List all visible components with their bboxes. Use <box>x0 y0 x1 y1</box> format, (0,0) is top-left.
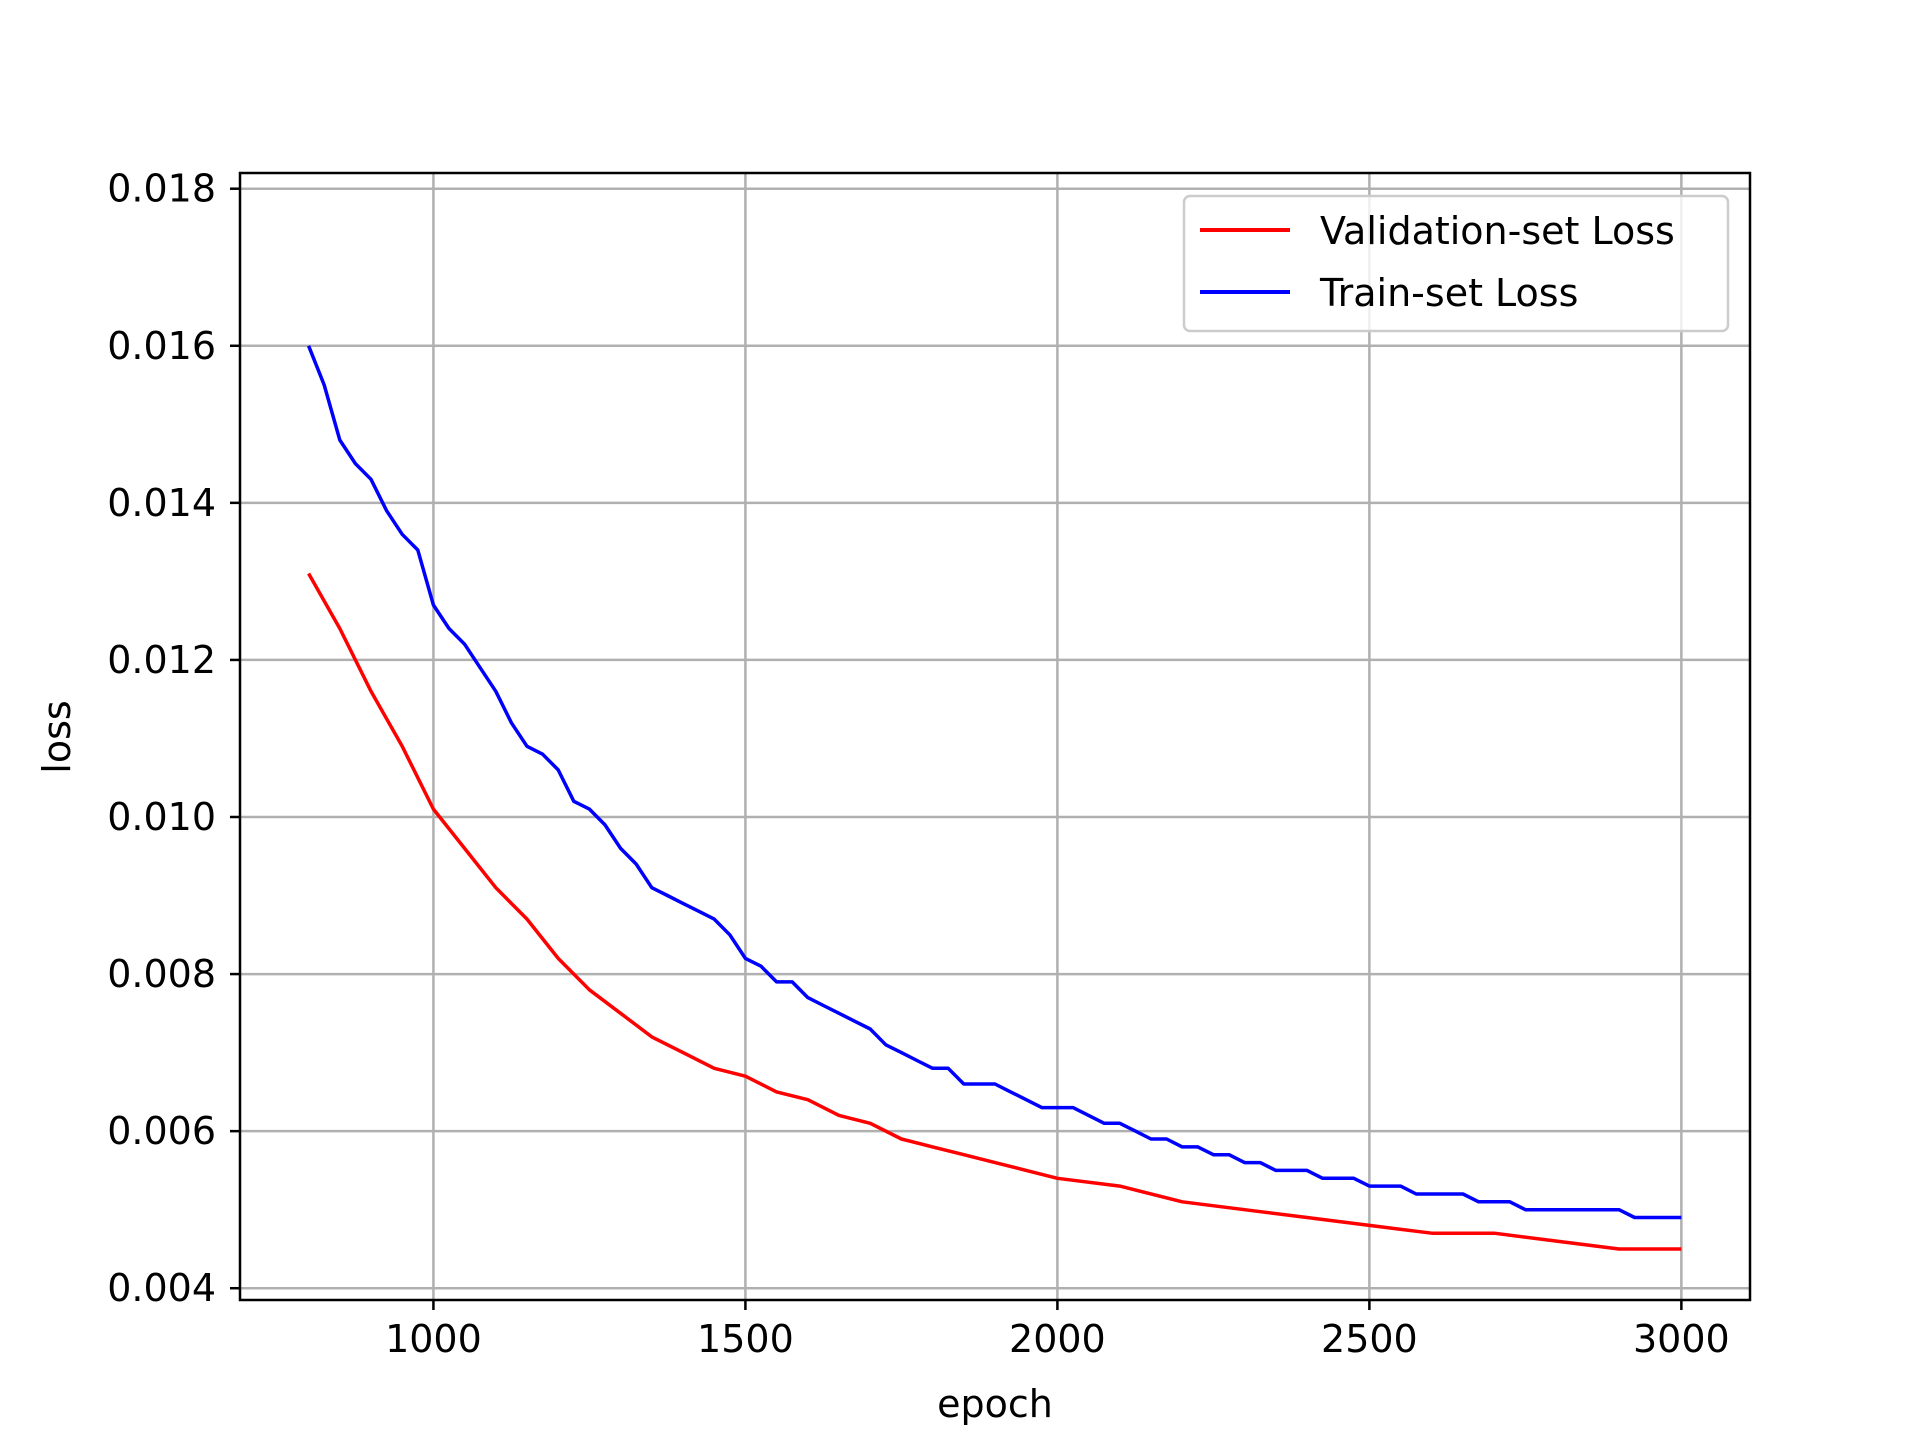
y-tick-label: 0.010 <box>107 795 216 839</box>
legend: Validation-set Loss Train-set Loss <box>1182 194 1730 333</box>
y-axis-title: loss <box>35 700 79 773</box>
y-tick-label: 0.016 <box>107 324 216 368</box>
y-tick-label: 0.006 <box>107 1109 216 1153</box>
legend-label-train: Train-set Loss <box>1319 271 1578 315</box>
x-tick-label: 2500 <box>1321 1317 1418 1361</box>
x-tick-label: 1000 <box>385 1317 482 1361</box>
y-tick-label: 0.004 <box>107 1266 216 1310</box>
grid-lines <box>240 173 1750 1300</box>
x-tick-label: 2000 <box>1009 1317 1106 1361</box>
y-tick-label: 0.014 <box>107 481 216 525</box>
validation-loss-line <box>307 572 1682 1251</box>
train-loss-line <box>306 345 1682 1220</box>
legend-box <box>1182 194 1730 333</box>
series-lines <box>306 345 1682 1251</box>
x-tick-label: 1500 <box>697 1317 794 1361</box>
y-tick-label: 0.012 <box>107 638 216 682</box>
y-tick-label: 0.018 <box>107 167 216 211</box>
x-tick-label: 3000 <box>1633 1317 1730 1361</box>
legend-label-validation: Validation-set Loss <box>1320 209 1675 253</box>
axis-ticks: 1000 1500 2000 2500 3000 0.004 0.006 0.008 0.010… <box>107 167 1730 1361</box>
plot-frame <box>238 171 1752 1302</box>
x-axis-title: epoch <box>937 1382 1053 1426</box>
y-tick-label: 0.008 <box>107 952 216 996</box>
plot-background <box>240 173 1750 1300</box>
